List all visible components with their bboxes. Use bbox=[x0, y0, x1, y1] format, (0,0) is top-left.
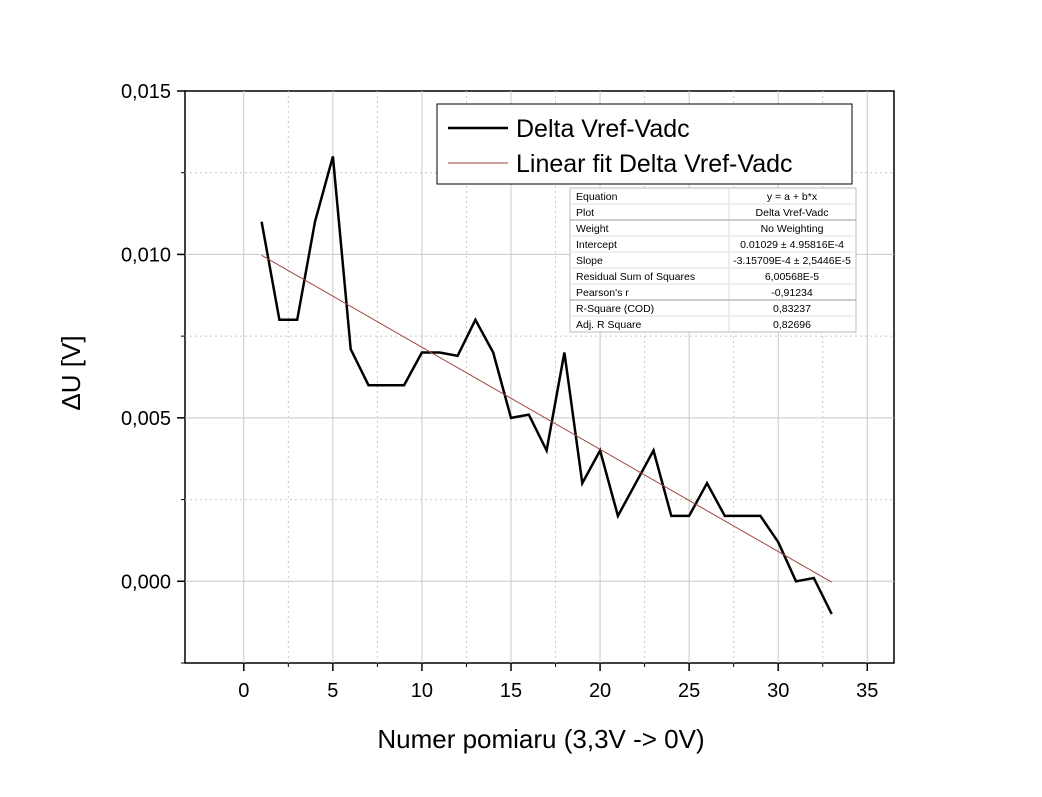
fit-table-value: y = a + b*x bbox=[767, 191, 818, 203]
x-tick-label: 0 bbox=[238, 680, 249, 702]
fit-table-key: Plot bbox=[576, 207, 594, 219]
y-tick-label: 0,015 bbox=[121, 81, 171, 103]
series-line-delta bbox=[260, 156, 833, 615]
series-layer bbox=[260, 156, 833, 615]
fit-table-frame bbox=[569, 187, 857, 333]
fit-statistics-table: Equation y = a + b*x Plot Delta Vref-Vadc We… bbox=[569, 187, 857, 333]
fit-table-value: Delta Vref-Vadc bbox=[756, 207, 829, 219]
x-axis-title: Numer pomiaru (3,3V -> 0V) bbox=[377, 724, 704, 754]
plot-frame bbox=[184, 90, 895, 664]
fit-table-key: Equation bbox=[576, 191, 618, 203]
fit-table-key: Weight bbox=[576, 223, 609, 235]
x-tick-label: 5 bbox=[327, 680, 338, 702]
series-line-linear-fit bbox=[261, 254, 832, 583]
fit-table-key: Residual Sum of Squares bbox=[576, 271, 695, 283]
fit-table-value: 6,00568E-5 bbox=[765, 271, 819, 283]
legend-box bbox=[436, 103, 853, 185]
fit-table-key: R-Square (COD) bbox=[576, 303, 654, 315]
fit-table-value: -0,91234 bbox=[771, 287, 813, 299]
fit-table-key: Intercept bbox=[576, 239, 617, 251]
fit-table-value: 0,82696 bbox=[773, 319, 811, 331]
legend-label-series-1: Delta Vref-Vadc bbox=[516, 115, 690, 143]
legend: Delta Vref-Vadc Linear fit Delta Vref-Va… bbox=[436, 103, 853, 185]
axis-ticks: 0 5 10 15 20 25 30 35 0,000 0,005 0,010 0,015 bbox=[121, 81, 878, 702]
fit-table-value: No Weighting bbox=[761, 223, 824, 235]
y-axis-title: ΔU [V] bbox=[56, 335, 86, 410]
x-tick-label: 30 bbox=[767, 680, 789, 702]
x-tick-label: 25 bbox=[678, 680, 700, 702]
x-tick-label: 15 bbox=[500, 680, 522, 702]
legend-label-series-2: Linear fit Delta Vref-Vadc bbox=[516, 150, 793, 178]
fit-table-value: 0.01029 ± 4.95816E-4 bbox=[740, 239, 844, 251]
y-tick-label: 0,005 bbox=[121, 408, 171, 430]
fit-table-value: -3.15709E-4 ± 2,5446E-5 bbox=[733, 255, 851, 267]
x-tick-label: 35 bbox=[856, 680, 878, 702]
fit-table-key: Adj. R Square bbox=[576, 319, 642, 331]
x-tick-label: 10 bbox=[411, 680, 433, 702]
y-tick-label: 0,000 bbox=[121, 571, 171, 593]
y-tick-label: 0,010 bbox=[121, 244, 171, 266]
fit-table-key: Slope bbox=[576, 255, 603, 267]
fit-table-value: 0,83237 bbox=[773, 303, 811, 315]
x-tick-label: 20 bbox=[589, 680, 611, 702]
fit-table-key: Pearson's r bbox=[576, 287, 629, 299]
